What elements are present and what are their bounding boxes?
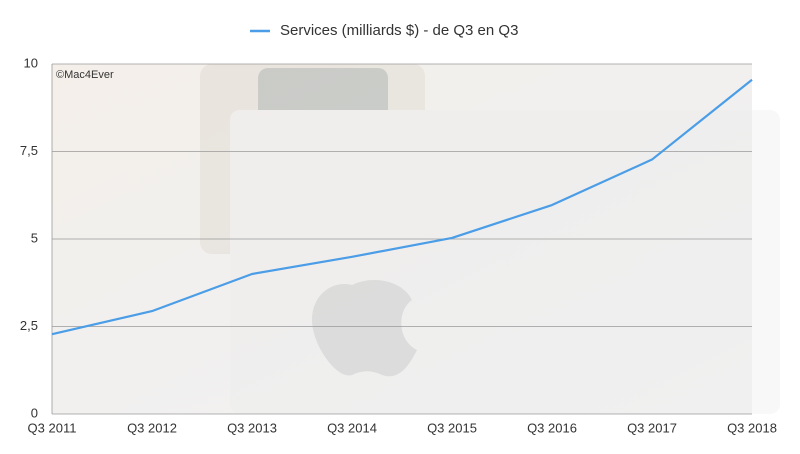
x-tick-label: Q3 2014 <box>327 420 377 435</box>
y-tick-label: 5 <box>31 230 38 245</box>
data-line <box>51 78 753 336</box>
x-tick-label: Q3 2012 <box>127 420 177 435</box>
x-tick-label: Q3 2017 <box>627 420 677 435</box>
x-tick-label: Q3 2013 <box>227 420 277 435</box>
background-photo <box>200 64 780 414</box>
x-tick-label: Q3 2011 <box>28 420 77 435</box>
y-tick-label: 7,5 <box>20 143 38 158</box>
x-tick-label: Q3 2016 <box>527 420 577 435</box>
watermark: ©Mac4Ever <box>56 69 114 81</box>
y-tick-label: 0 <box>31 405 38 420</box>
x-tick-label: Q3 2015 <box>427 420 477 435</box>
y-tick-label: 10 <box>24 55 38 70</box>
x-tick-label: Q3 2018 <box>727 420 777 435</box>
legend-label: Services (milliards $) - de Q3 en Q3 <box>280 22 518 39</box>
y-tick-label: 2,5 <box>20 318 38 333</box>
